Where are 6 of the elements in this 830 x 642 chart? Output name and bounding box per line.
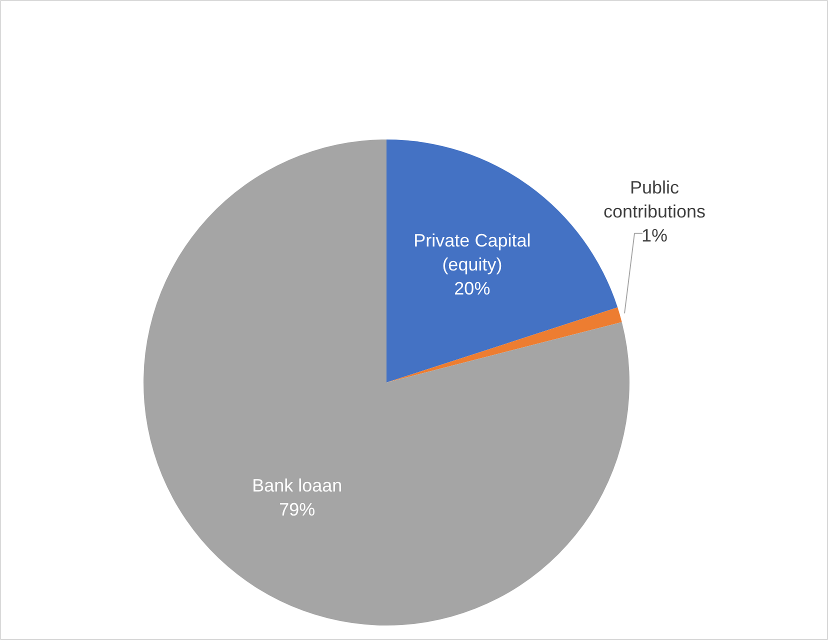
slice-label: Private Capital (equity) — [414, 230, 531, 275]
slice-label: Public contributions — [603, 177, 706, 222]
data-label: 1% — [642, 225, 668, 246]
slice-label: Bank loaan — [252, 476, 342, 496]
data-label: 20% — [454, 278, 490, 299]
data-label: 79% — [279, 500, 316, 520]
